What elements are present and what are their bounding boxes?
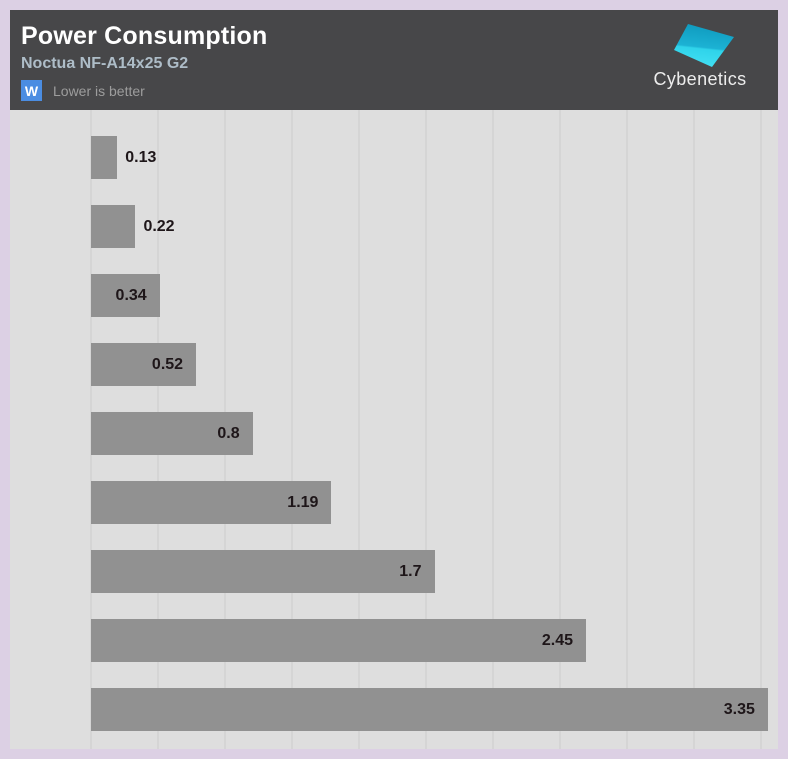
bar-row: 2.45 [91, 619, 778, 662]
gridline [760, 110, 762, 749]
bar-row: 0.34 [91, 274, 778, 317]
bar-row: 0.52 [91, 343, 778, 386]
bar-row: 3.35 [91, 688, 778, 731]
lower-is-better-note: Lower is better [53, 82, 145, 99]
gridline [358, 110, 360, 749]
bar: 0.52 [91, 343, 197, 386]
bar: 1.19 [91, 481, 332, 524]
bar-row: 0.22 [91, 205, 778, 248]
bar: 0.34 [91, 274, 160, 317]
bar-value-label: 2.45 [541, 631, 574, 649]
bar-row: 0.8 [91, 412, 778, 455]
bar [91, 136, 118, 179]
gridline [492, 110, 494, 749]
bar: 0.8 [91, 412, 253, 455]
bars-layer: 0.13 0.22 0.34 0.52 0.8 1.19 1.7 2.45 3.35 [10, 110, 778, 749]
bar-value-label: 0.34 [115, 286, 147, 304]
gridline [425, 110, 427, 749]
bar-value-label: 1.7 [399, 562, 422, 580]
bar-row: 0.13 [91, 136, 778, 179]
bar-value-label: 0.52 [151, 355, 184, 373]
chart-header: Power Consumption Noctua NF-A14x25 G2 W … [10, 10, 778, 110]
bar: 1.7 [91, 550, 435, 593]
bar-value-label: 3.35 [723, 700, 755, 718]
gridline [559, 110, 561, 749]
gridline [291, 110, 293, 749]
note-row: W Lower is better [21, 80, 778, 101]
cybenetics-logo-text: Cybenetics [653, 69, 747, 89]
bar-value-label: 0.8 [217, 424, 240, 442]
bar-value-label: 1.19 [287, 493, 319, 511]
bar: 2.45 [91, 619, 587, 662]
gridline [626, 110, 628, 749]
bar [91, 205, 136, 248]
bar-chart: 0.13 0.22 0.34 0.52 0.8 1.19 1.7 2.45 3.35 [10, 110, 778, 749]
bar-value-label: 0.22 [143, 217, 175, 235]
bar-row: 1.19 [91, 481, 778, 524]
gridline [693, 110, 695, 749]
bar-value-label: 0.13 [125, 148, 157, 166]
chart-window: Power Consumption Noctua NF-A14x25 G2 W … [10, 10, 778, 749]
unit-badge: W [21, 80, 42, 101]
chart-title: Power Consumption [21, 22, 268, 50]
chart-subtitle: Noctua NF-A14x25 G2 [21, 55, 189, 72]
bar: 3.35 [91, 688, 768, 731]
cybenetics-logo: Cybenetics [644, 22, 756, 89]
cybenetics-logo-icon [674, 24, 734, 67]
bar-row: 1.7 [91, 550, 778, 593]
